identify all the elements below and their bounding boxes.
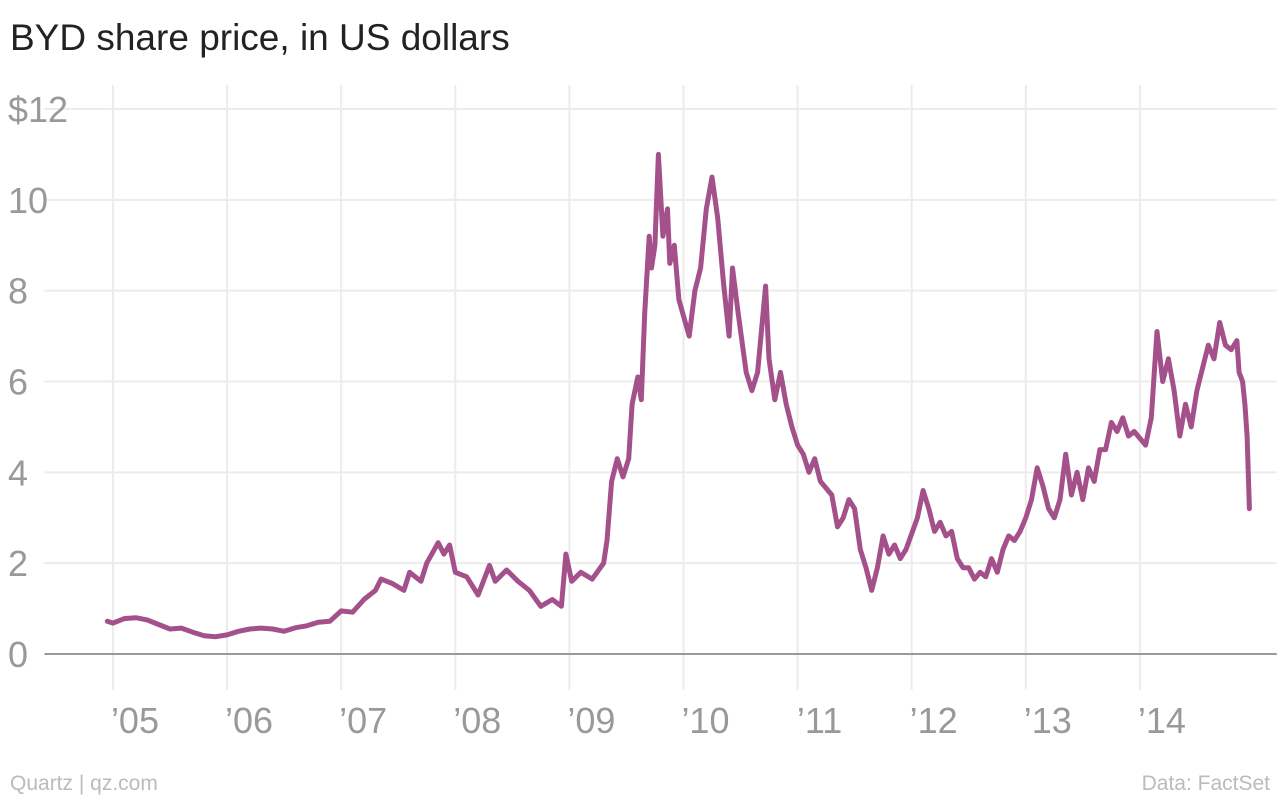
credit: Quartz | qz.com bbox=[10, 772, 158, 795]
price-line bbox=[104, 151, 1252, 640]
x-tick-label: ’06 bbox=[225, 700, 273, 741]
y-tick-label: 4 bbox=[8, 452, 28, 493]
y-tick-label: 2 bbox=[8, 543, 28, 584]
source: Data: FactSet bbox=[1142, 772, 1271, 795]
y-tick-label: 0 bbox=[8, 634, 28, 675]
x-tick-label: ’14 bbox=[1138, 700, 1186, 741]
x-tick-label: ’12 bbox=[910, 700, 958, 741]
x-tick-label: ’08 bbox=[453, 700, 501, 741]
y-tick-label: 6 bbox=[8, 362, 28, 403]
y-tick-label: 10 bbox=[8, 180, 48, 221]
x-tick-label: ’11 bbox=[797, 700, 842, 741]
y-tick-label: $12 bbox=[8, 89, 68, 130]
x-tick-label: ’05 bbox=[111, 700, 159, 741]
chart-title: BYD share price, in US dollars bbox=[10, 17, 510, 58]
y-tick-label: 8 bbox=[8, 271, 28, 312]
x-tick-label: ’10 bbox=[681, 700, 729, 741]
x-tick-label: ’09 bbox=[567, 700, 615, 741]
x-tick-label: ’13 bbox=[1024, 700, 1072, 741]
x-tick-label: ’07 bbox=[339, 700, 387, 741]
